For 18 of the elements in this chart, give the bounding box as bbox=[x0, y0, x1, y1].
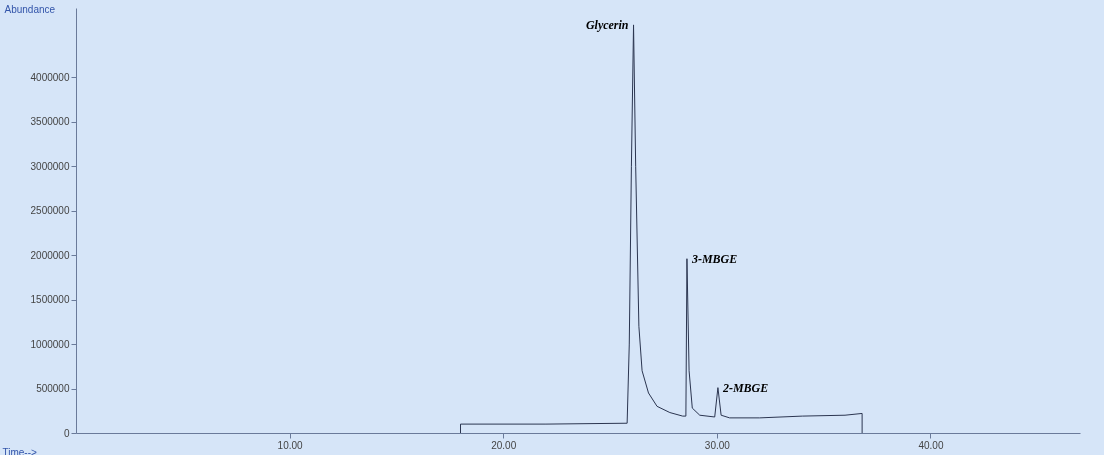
annotation: 3-MBGE bbox=[690, 251, 738, 266]
x-tick-label: 10.00 bbox=[277, 439, 304, 451]
x-axis-title: Time--> bbox=[2, 446, 38, 455]
y-tick-label: 1000000 bbox=[30, 338, 70, 350]
y-tick-label: 0 bbox=[63, 427, 70, 439]
x-tick-label: 30.00 bbox=[704, 439, 731, 451]
y-tick-label: 2000000 bbox=[30, 249, 70, 261]
x-tick-label: 20.00 bbox=[491, 439, 517, 451]
annotation: Glycerin bbox=[585, 17, 629, 32]
y-tick-label: 2500000 bbox=[30, 205, 70, 217]
y-tick-label: 3000000 bbox=[30, 160, 70, 172]
y-tick-label: 500000 bbox=[36, 383, 70, 395]
y-tick-label: 3500000 bbox=[30, 116, 70, 128]
y-tick-label: 1500000 bbox=[30, 294, 70, 306]
y-axis-title: Abundance bbox=[4, 3, 56, 15]
y-tick-label: 4000000 bbox=[30, 71, 70, 83]
x-tick-label: 40.00 bbox=[918, 439, 944, 451]
annotation: 2-MBGE bbox=[721, 380, 769, 395]
